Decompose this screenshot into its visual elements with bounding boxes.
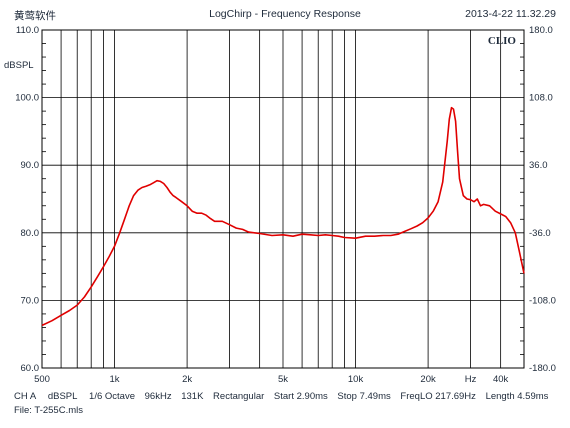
x-tick-label: 1k <box>110 374 120 385</box>
y-right-tick-label: 36.0 <box>529 160 548 171</box>
footer-window: Rectangular <box>213 391 265 402</box>
x-tick-label: 500 <box>34 374 50 385</box>
axis-ticks: 60.0 70.0 80.0 90.0 100.0 110.0 -180.0 -108.0 -3… <box>15 25 556 385</box>
series-group <box>41 106 525 327</box>
footer-line-1: CH A dBSPL 1/6 Octave 96kHz 131K Rectang… <box>14 391 548 402</box>
y-axis-label: dBSPL <box>4 60 34 71</box>
company-name: 黄莺软件 <box>14 10 56 22</box>
footer-smoothing: 1/6 Octave <box>89 391 135 402</box>
footer-start: Start 2.90ms <box>273 391 328 402</box>
y-tick-label: 110.0 <box>16 25 39 36</box>
x-tick-label: 10k <box>348 374 364 385</box>
y-right-tick-label: -36.0 <box>529 228 551 239</box>
y-tick-label: 100.0 <box>15 93 39 104</box>
footer-length: Length 4.59ms <box>485 391 549 402</box>
footer-size: 131K <box>181 391 204 402</box>
x-tick-label: 2k <box>182 374 192 385</box>
y-right-tick-label: 108.0 <box>529 93 553 104</box>
y-tick-label: 90.0 <box>21 160 40 171</box>
x-tick-label: 40k <box>493 374 509 385</box>
footer-sample-rate: 96kHz <box>144 391 172 402</box>
y-tick-label: 60.0 <box>21 363 40 374</box>
timestamp: 2013-4-22 11.32.29 <box>465 8 556 20</box>
x-tick-label: 5k <box>278 374 288 385</box>
plot-frame <box>41 29 525 369</box>
chart-title: LogChirp - Frequency Response <box>209 8 361 20</box>
y-right-tick-label: 180.0 <box>529 25 553 36</box>
clio-logo: CLIO <box>488 35 517 47</box>
x-tick-label: 20k <box>420 374 436 385</box>
y-tick-label: 70.0 <box>21 295 40 306</box>
y-right-tick-label: -108.0 <box>529 295 556 306</box>
y-right-tick-label: -180.0 <box>529 363 556 374</box>
grid-lines <box>41 29 524 369</box>
x-unit-label: Hz <box>465 374 477 385</box>
footer-freqlo: FreqLO 217.69Hz <box>400 391 476 402</box>
y-tick-label: 80.0 <box>21 228 40 239</box>
footer-unit: dBSPL <box>47 391 78 402</box>
response-curve <box>41 106 525 327</box>
footer-channel: CH A <box>14 391 37 402</box>
footer-file: File: T-255C.mls <box>14 405 83 416</box>
footer-stop: Stop 7.49ms <box>337 391 391 402</box>
